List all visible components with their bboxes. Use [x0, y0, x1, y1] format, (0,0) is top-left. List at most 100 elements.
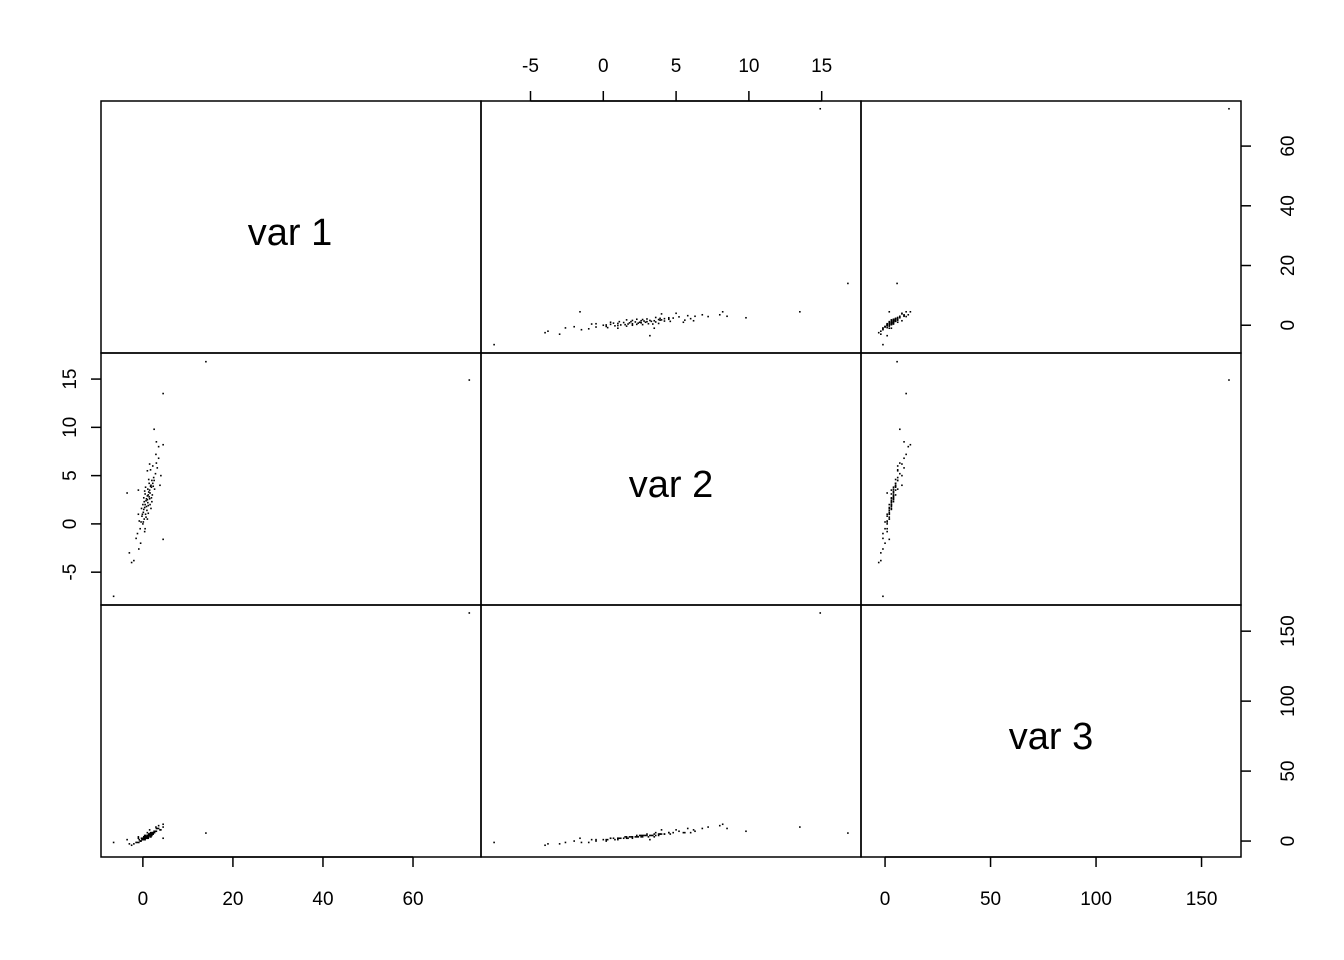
- point-3-2-77: [618, 837, 621, 840]
- point-3-1-23: [137, 837, 140, 840]
- point-3-1-68: [145, 836, 148, 838]
- point-2-1-70: [143, 500, 146, 503]
- point-2-3-5: [909, 443, 912, 446]
- point-1-3-81: [905, 315, 907, 318]
- point-2-3-84: [896, 469, 899, 471]
- point-2-1-81: [155, 453, 157, 456]
- point-3-1-31: [151, 831, 153, 834]
- point-1-3-8: [901, 319, 903, 322]
- point-1-3-19: [882, 328, 884, 331]
- point-1-2-20: [573, 325, 575, 328]
- panel-2-3: [860, 352, 1242, 606]
- point-3-1-17: [130, 844, 133, 847]
- point-3-1-81: [155, 826, 157, 828]
- point-3-2-25: [624, 836, 626, 838]
- point-3-2-27: [638, 834, 641, 837]
- point-2-1-20: [139, 542, 142, 545]
- tick-label-bottom-var3-1: 50: [980, 889, 1001, 910]
- point-2-1-64: [144, 486, 147, 489]
- point-1-2-3: [799, 310, 801, 313]
- point-2-3-73: [888, 516, 891, 518]
- point-1-2-55: [654, 316, 657, 319]
- point-3-1-46: [147, 834, 150, 837]
- point-2-1-10: [156, 467, 159, 469]
- point-3-2-44: [637, 836, 640, 838]
- tick-label-bottom-var3-2: 100: [1080, 889, 1112, 910]
- point-2-3-17: [877, 561, 880, 564]
- point-3-2-76: [605, 838, 608, 841]
- point-2-1-35: [145, 505, 148, 508]
- point-3-2-85: [660, 829, 663, 831]
- point-3-1-52: [148, 834, 151, 837]
- point-3-2-67: [646, 833, 648, 835]
- point-2-3-79: [892, 490, 895, 492]
- point-3-1-71: [148, 833, 150, 835]
- point-2-1-36: [147, 501, 149, 504]
- point-2-1-45: [146, 495, 149, 497]
- tick-label-top-var2-3: 10: [738, 56, 759, 77]
- point-3-2-50: [622, 837, 625, 840]
- point-3-2-79: [652, 834, 654, 837]
- point-1-2-28: [646, 320, 648, 323]
- point-3-2-1: [847, 832, 849, 834]
- point-2-1-69: [147, 488, 149, 490]
- point-3-2-28: [646, 834, 648, 837]
- point-1-2-22: [595, 322, 597, 325]
- point-3-2-8: [692, 829, 695, 831]
- point-2-3-18: [880, 559, 882, 562]
- point-3-1-66: [149, 836, 151, 838]
- point-2-1-66: [149, 503, 151, 506]
- point-1-2-33: [609, 323, 612, 326]
- point-2-3-46: [892, 491, 895, 493]
- point-3-1-54: [144, 836, 146, 838]
- point-2-3-81: [905, 453, 907, 456]
- point-1-2-30: [660, 319, 663, 321]
- point-1-2-23: [617, 327, 619, 330]
- point-3-2-71: [663, 833, 666, 835]
- point-2-1-85: [159, 484, 161, 487]
- point-2-3-61: [888, 518, 891, 520]
- point-3-2-34: [617, 837, 619, 840]
- panel-1-3: [860, 100, 1242, 354]
- point-1-2-45: [644, 321, 647, 324]
- point-1-2-84: [684, 319, 686, 321]
- point-2-3-28: [892, 494, 895, 496]
- point-3-2-0: [819, 612, 822, 614]
- point-3-2-72: [617, 838, 619, 841]
- point-3-2-5: [721, 823, 724, 826]
- point-3-1-15: [137, 836, 140, 838]
- point-3-2-15: [653, 836, 656, 838]
- point-3-2-37: [643, 834, 645, 837]
- point-2-1-33: [143, 518, 146, 520]
- point-1-2-80: [701, 313, 704, 316]
- tick-label-right-var1-3: 60: [1278, 136, 1299, 157]
- point-2-3-24: [886, 520, 888, 522]
- point-2-3-54: [890, 493, 893, 495]
- point-2-1-40: [151, 482, 154, 485]
- diagonal-label-var2: var 2: [629, 464, 713, 506]
- point-3-2-4: [726, 827, 728, 830]
- point-3-1-57: [142, 837, 144, 840]
- tick-label-top-var2-0: -5: [522, 56, 539, 77]
- point-1-2-41: [614, 325, 616, 327]
- tick-label-bottom-var1-2: 40: [312, 889, 333, 910]
- point-1-2-46: [650, 320, 653, 323]
- point-1-2-75: [641, 318, 644, 321]
- tick-label-bottom-var3-0: 0: [880, 889, 891, 910]
- point-2-3-69: [892, 488, 895, 490]
- point-2-3-77: [888, 512, 891, 515]
- point-2-1-42: [142, 511, 145, 514]
- point-3-1-12: [160, 829, 162, 831]
- point-1-2-38: [649, 319, 651, 322]
- point-3-2-3: [799, 826, 801, 828]
- point-3-1-19: [135, 841, 137, 844]
- point-2-1-5: [162, 443, 164, 446]
- point-1-3-80: [903, 313, 905, 316]
- point-1-3-2: [882, 343, 884, 346]
- point-2-1-28: [147, 494, 150, 496]
- point-2-1-25: [142, 508, 145, 511]
- point-2-1-58: [150, 507, 152, 510]
- point-1-3-18: [880, 330, 882, 333]
- point-2-3-75: [892, 497, 895, 499]
- point-2-1-49: [140, 521, 142, 523]
